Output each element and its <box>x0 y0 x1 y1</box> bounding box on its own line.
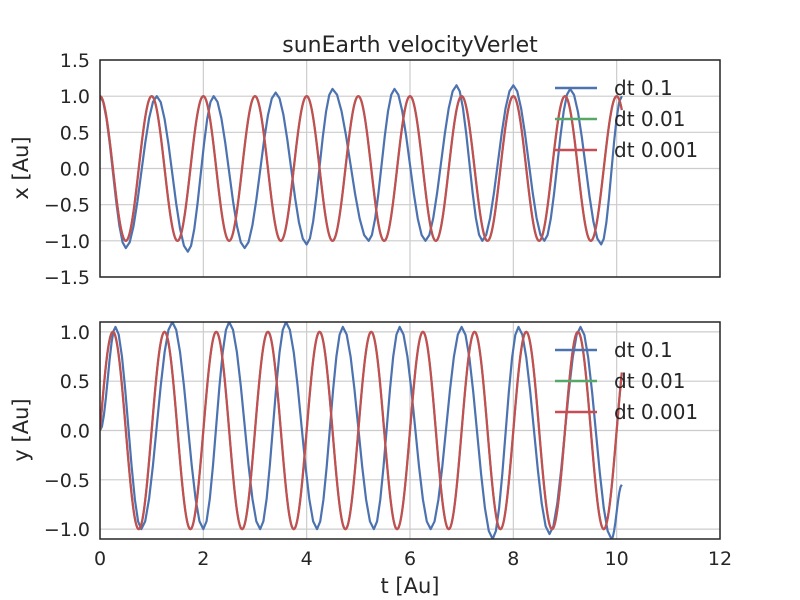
y-tick-label: 0.0 <box>60 421 90 443</box>
legend-label: dt 0.01 <box>614 369 685 393</box>
x-axis-label: t [Au] <box>381 574 440 598</box>
top-subplot-series <box>100 84 623 253</box>
bottom-subplot-ticks: 0 2 4 6 8 10 12 −1.0 −0.5 0.0 0.5 1.0 <box>44 322 732 570</box>
top-subplot-ticks: −1.5 −1.0 −0.5 0.0 0.5 1.0 1.5 <box>44 50 90 289</box>
legend-label: dt 0.001 <box>614 400 698 424</box>
y-tick-label: −1.0 <box>44 519 90 541</box>
bottom-subplot: 0 2 4 6 8 10 12 −1.0 −0.5 0.0 0.5 1.0 y [Au] t [Au]… <box>9 321 732 598</box>
y-tick-label: −0.5 <box>44 195 90 217</box>
y-tick-label: −1.5 <box>44 267 90 289</box>
top-subplot-frame <box>99 59 721 278</box>
y-tick-label: 1.5 <box>60 50 90 72</box>
bottom-subplot-frame <box>99 321 721 540</box>
bottom-subplot-series <box>100 322 623 539</box>
chart-title: sunEarth velocityVerlet <box>282 33 538 58</box>
legend-label: dt 0.1 <box>614 76 673 100</box>
legend-label: dt 0.001 <box>614 138 698 162</box>
series-line-dt-0_001 <box>100 330 623 531</box>
series-line-dt-0_001 <box>100 95 623 242</box>
y-tick-label: −1.0 <box>44 231 90 253</box>
y-tick-label: 0.5 <box>60 371 90 393</box>
x-tick-label: 0 <box>94 548 106 570</box>
y-tick-label: 0.5 <box>60 122 90 144</box>
y-tick-label: 1.0 <box>60 322 90 344</box>
top-legend: dt 0.1 dt 0.01 dt 0.001 <box>555 76 698 162</box>
x-tick-label: 6 <box>404 548 416 570</box>
series-line-dt-0_1 <box>100 84 623 253</box>
top-subplot: −1.5 −1.0 −0.5 0.0 0.5 1.0 1.5 sunEarth veloci… <box>9 33 721 289</box>
y-tick-label: 1.0 <box>60 86 90 108</box>
bottom-y-axis-label: y [Au] <box>9 398 33 461</box>
x-tick-label: 2 <box>197 548 209 570</box>
y-tick-label: 0.0 <box>60 159 90 181</box>
bottom-legend: dt 0.1 dt 0.01 dt 0.001 <box>555 338 698 424</box>
y-tick-label: −0.5 <box>44 470 90 492</box>
x-tick-label: 8 <box>507 548 519 570</box>
legend-label: dt 0.01 <box>614 107 685 131</box>
x-tick-label: 12 <box>708 548 732 570</box>
legend-label: dt 0.1 <box>614 338 673 362</box>
x-tick-label: 10 <box>605 548 629 570</box>
x-tick-label: 4 <box>301 548 313 570</box>
top-y-axis-label: x [Au] <box>9 136 33 199</box>
